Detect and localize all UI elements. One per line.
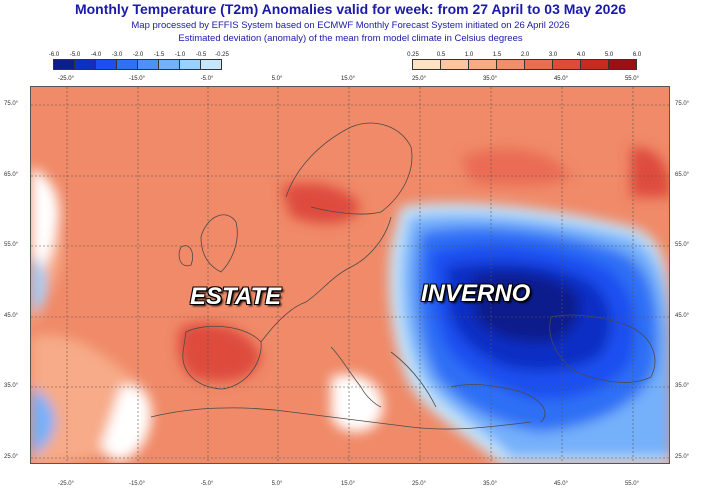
- colorbar-cold: [53, 59, 222, 70]
- colorbar-cold-swatch: [95, 59, 117, 70]
- lon-label-bottom: 5.0°: [271, 481, 283, 487]
- lat-label-left: 55.0°: [4, 242, 19, 248]
- colorbar-warm-label: 1.0: [464, 52, 474, 58]
- lon-label-bottom: -5.0°: [200, 481, 214, 487]
- colorbar-warm-label: 5.0: [604, 52, 614, 58]
- lon-label-bottom: 35.0°: [482, 481, 498, 487]
- colorbar-cold-label: -0.25: [215, 52, 229, 58]
- lat-label-right: 75.0°: [675, 101, 690, 107]
- lat-label-left: 45.0°: [4, 313, 19, 319]
- lon-label-top: 45.0°: [553, 76, 569, 82]
- map-title: Monthly Temperature (T2m) Anomalies vali…: [74, 1, 627, 17]
- colorbar-warm-label: 4.0: [576, 52, 586, 58]
- colorbar-cold-label: -2.0: [132, 52, 144, 58]
- coastlines: [150, 122, 656, 430]
- lat-label-left: 25.0°: [4, 454, 19, 460]
- colorbar-warm-label: 2.0: [520, 52, 530, 58]
- lat-label-right: 25.0°: [675, 454, 690, 460]
- lat-label-right: 35.0°: [675, 383, 690, 389]
- colorbar-warm-swatch: [412, 59, 441, 70]
- colorbar-cold-label: -6.0: [48, 52, 60, 58]
- colorbar-cold-swatch: [137, 59, 159, 70]
- lon-label-bottom: -15.0°: [128, 481, 146, 487]
- lon-label-bottom: 25.0°: [411, 481, 427, 487]
- lat-label-right: 65.0°: [675, 172, 690, 178]
- lon-label-top: 25.0°: [411, 76, 427, 82]
- colorbar-cold-swatch: [74, 59, 96, 70]
- colorbar-cold-swatch: [179, 59, 201, 70]
- colorbar-warm-label: 3.0: [548, 52, 558, 58]
- anomaly-map-graphic: [31, 87, 669, 463]
- lat-label-right: 45.0°: [675, 313, 690, 319]
- lat-label-left: 65.0°: [4, 172, 19, 178]
- colorbar-cold-label: -4.0: [90, 52, 102, 58]
- lon-label-top: 55.0°: [624, 76, 640, 82]
- colorbar-cold-label: -3.0: [111, 52, 123, 58]
- colorbar-cold-swatch: [158, 59, 180, 70]
- colorbar-warm-swatch: [552, 59, 581, 70]
- colorbar-warm-swatch: [580, 59, 609, 70]
- map-subtitle-units: Estimated deviation (anomaly) of the mea…: [178, 33, 523, 44]
- colorbar-warm-swatch: [524, 59, 553, 70]
- lon-label-top: 5.0°: [271, 76, 283, 82]
- lon-label-bottom: 15.0°: [340, 481, 356, 487]
- colorbar-warm-label: 0.5: [436, 52, 446, 58]
- colorbar-warm-label: 1.5: [492, 52, 502, 58]
- lon-label-top: -25.0°: [57, 76, 75, 82]
- graticule: [31, 87, 669, 463]
- lat-label-left: 75.0°: [4, 101, 19, 107]
- lon-label-top: -5.0°: [200, 76, 214, 82]
- colorbar-warm-swatch: [608, 59, 637, 70]
- lon-label-bottom: 55.0°: [624, 481, 640, 487]
- lon-label-top: -15.0°: [128, 76, 146, 82]
- colorbar-cold-label: -1.0: [174, 52, 186, 58]
- colorbar-warm-swatch: [496, 59, 525, 70]
- lon-label-bottom: -25.0°: [57, 481, 75, 487]
- colorbar-warm-swatch: [440, 59, 469, 70]
- colorbar-cold-label: -0.5: [195, 52, 207, 58]
- lat-label-left: 35.0°: [4, 383, 19, 389]
- anomaly-shading: [31, 147, 669, 463]
- lon-label-top: 15.0°: [340, 76, 356, 82]
- overlay-label-summer: ESTATE: [190, 283, 282, 310]
- colorbar-warm-label: 0.25: [407, 52, 419, 58]
- lon-label-bottom: 45.0°: [553, 481, 569, 487]
- colorbar-cold-swatch: [116, 59, 138, 70]
- map-subtitle-processing: Map processed by EFFIS System based on E…: [131, 20, 570, 31]
- colorbar-cold-swatch: [200, 59, 222, 70]
- overlay-label-winter: INVERNO: [421, 280, 531, 307]
- anomaly-map: ESTATE INVERNO: [30, 86, 670, 464]
- colorbar-warm: [412, 59, 637, 70]
- colorbar-cold-label: -5.0: [69, 52, 81, 58]
- colorbar-cold-swatch: [53, 59, 75, 70]
- colorbar-warm-swatch: [468, 59, 497, 70]
- colorbar-cold-label: -1.5: [153, 52, 165, 58]
- colorbar-warm-label: 6.0: [632, 52, 642, 58]
- lat-label-right: 55.0°: [675, 242, 690, 248]
- lon-label-top: 35.0°: [482, 76, 498, 82]
